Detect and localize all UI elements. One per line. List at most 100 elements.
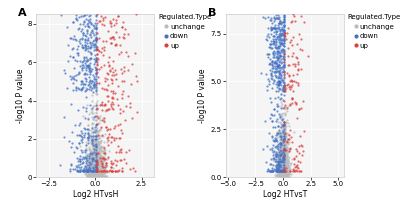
Point	[288, 162, 294, 165]
Point	[265, 32, 271, 35]
Point	[286, 124, 292, 128]
Point	[101, 151, 108, 154]
Point	[276, 165, 283, 168]
Point	[268, 157, 274, 161]
Point	[102, 171, 108, 174]
Point	[279, 160, 286, 163]
Point	[85, 25, 91, 28]
Point	[280, 157, 286, 160]
Point	[94, 152, 101, 156]
Point	[92, 171, 99, 174]
Point	[86, 165, 92, 169]
Point	[278, 171, 285, 175]
Point	[100, 165, 107, 169]
Point	[86, 19, 92, 22]
Point	[89, 169, 96, 172]
Point	[282, 172, 288, 176]
Point	[278, 160, 284, 164]
Point	[94, 164, 100, 167]
Point	[276, 66, 282, 69]
Point	[280, 56, 286, 60]
Point	[100, 172, 106, 176]
Point	[284, 164, 290, 167]
Point	[284, 170, 290, 173]
Point	[291, 170, 298, 173]
Point	[279, 170, 285, 173]
Point	[280, 125, 286, 129]
Point	[274, 144, 281, 147]
Point	[94, 60, 100, 64]
Point	[96, 156, 102, 159]
Point	[276, 174, 282, 177]
Point	[278, 22, 284, 25]
Point	[93, 166, 99, 169]
Point	[267, 162, 273, 165]
Point	[263, 72, 270, 75]
Point	[279, 175, 285, 178]
Point	[76, 170, 82, 173]
Point	[281, 136, 287, 140]
Point	[92, 158, 98, 161]
Point	[282, 165, 288, 168]
Point	[93, 41, 99, 44]
Point	[274, 163, 280, 166]
Point	[264, 89, 270, 92]
Point	[282, 167, 289, 170]
Point	[280, 171, 286, 174]
Point	[88, 175, 94, 178]
Point	[281, 169, 287, 172]
Point	[275, 120, 281, 124]
Point	[88, 167, 95, 170]
Point	[81, 116, 88, 119]
Point	[87, 166, 94, 169]
Point	[283, 86, 289, 89]
Point	[83, 46, 90, 49]
Point	[119, 25, 126, 29]
Point	[93, 48, 99, 51]
Point	[96, 173, 103, 176]
Point	[101, 170, 107, 173]
Point	[102, 132, 108, 136]
Point	[280, 138, 287, 141]
Point	[270, 25, 277, 29]
Point	[99, 173, 105, 177]
Point	[273, 76, 279, 79]
Point	[85, 159, 91, 162]
Point	[89, 165, 96, 169]
Point	[89, 158, 95, 161]
Point	[94, 165, 101, 169]
Point	[280, 42, 287, 45]
Point	[93, 105, 99, 108]
Point	[273, 30, 279, 33]
Point	[95, 153, 102, 156]
Point	[95, 133, 101, 137]
Point	[100, 157, 106, 160]
Point	[280, 55, 287, 58]
Point	[276, 60, 283, 63]
Point	[277, 77, 284, 80]
Point	[295, 159, 302, 163]
Point	[281, 125, 288, 128]
Point	[103, 169, 110, 172]
Point	[280, 150, 287, 153]
Point	[279, 168, 286, 172]
Point	[268, 59, 275, 62]
Point	[276, 63, 282, 67]
Point	[280, 174, 286, 178]
Point	[86, 147, 92, 151]
Point	[111, 24, 118, 27]
Point	[276, 137, 283, 140]
Point	[97, 162, 104, 166]
Point	[283, 145, 289, 149]
Point	[98, 108, 105, 111]
Point	[94, 163, 100, 167]
Point	[88, 139, 95, 143]
Point	[93, 79, 99, 82]
Point	[281, 144, 287, 147]
Point	[93, 171, 99, 174]
Point	[283, 158, 289, 162]
Point	[88, 150, 94, 153]
Point	[281, 31, 288, 35]
Point	[272, 45, 279, 48]
Point	[270, 169, 276, 172]
